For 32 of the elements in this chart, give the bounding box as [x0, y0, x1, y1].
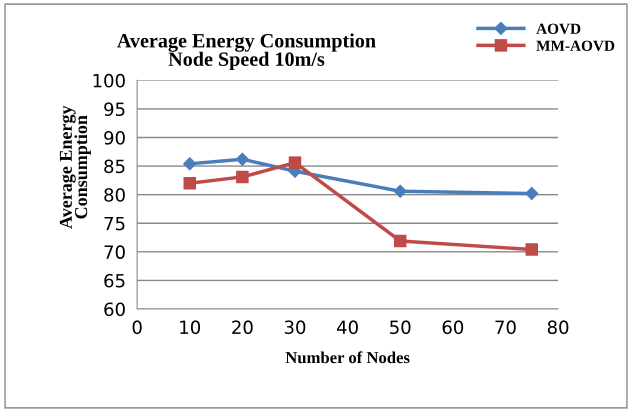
y-tick-label: 85	[104, 160, 124, 174]
point	[288, 156, 302, 169]
x-tick-label: 50	[390, 320, 410, 334]
x-tick-label: 20	[232, 320, 253, 334]
x-tick-label: 10	[180, 320, 200, 334]
y-tick-label: 60	[104, 302, 125, 316]
chart-title: Average Energy Consumption Node Speed 10m/s	[117, 33, 376, 70]
y-tick-label: 70	[104, 245, 125, 259]
x-tick-label: 40	[336, 320, 358, 334]
point	[394, 184, 407, 198]
y-tick-label: 100	[94, 74, 125, 88]
y-axis-title: Average Energy Consumption	[60, 106, 91, 229]
point	[394, 234, 406, 248]
x-tick-label: 70	[495, 320, 516, 334]
x-axis-title: Number of Nodes	[286, 351, 410, 364]
x-tick-label: 80	[548, 320, 568, 334]
point	[183, 157, 196, 170]
point	[526, 243, 538, 256]
y-tick-label: 75	[104, 216, 124, 230]
point	[236, 152, 249, 166]
y-tick-label: 65	[104, 274, 124, 288]
x-tick-label: 60	[442, 320, 464, 334]
y-tick-label: 80	[104, 188, 125, 202]
point	[184, 176, 196, 190]
y-tick-label: 90	[104, 130, 125, 145]
y-tick-label: 95	[104, 102, 124, 116]
point	[525, 186, 538, 200]
x-tick-label: 30	[284, 320, 306, 334]
x-tick-label: 0	[132, 320, 142, 334]
legend-label: AOVD	[536, 24, 580, 34]
point	[236, 170, 249, 184]
legend-label: MM-AOVD	[536, 40, 614, 51]
